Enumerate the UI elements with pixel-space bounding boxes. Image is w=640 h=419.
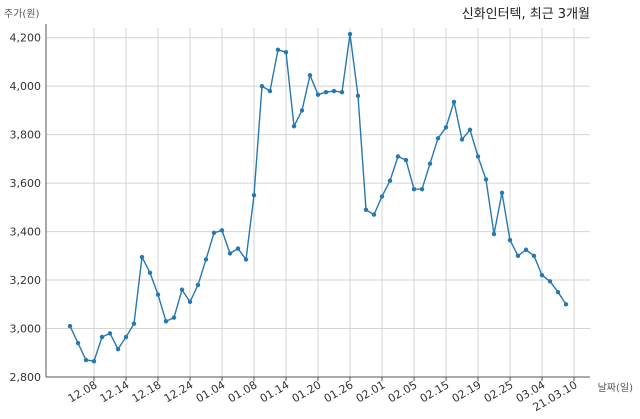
x-tick-label: 12.08 [66,378,100,405]
data-point [275,47,281,53]
data-point [499,190,505,196]
price-series [67,31,569,364]
x-tick-label: 12.18 [130,378,164,405]
data-point [379,194,385,199]
y-tick-label: 3,600 [10,177,42,190]
data-point [483,177,489,182]
data-point [251,193,257,198]
data-point [131,321,137,326]
data-point [339,90,345,95]
data-point [451,99,457,105]
x-tick-label: 02.15 [418,378,452,405]
y-tick-labels: 2,800 3,000 3,200 3,400 3,600 3,800 4,000 4,200 [10,32,42,384]
data-point [307,73,313,78]
y-tick-label: 3,200 [10,274,42,287]
data-point [179,287,185,292]
data-point [331,88,337,94]
data-point [107,331,113,336]
data-point [267,88,273,94]
data-point [187,299,193,305]
data-point [243,257,249,262]
x-tick-label: 01.20 [290,378,324,405]
data-point [363,207,369,212]
data-point [315,92,321,97]
data-point [523,247,529,252]
data-point [371,212,377,217]
data-point [475,154,481,159]
data-point [99,334,105,340]
y-tick-label: 4,200 [10,32,42,45]
data-point [67,323,73,329]
data-point [323,90,329,95]
y-tick-label: 3,000 [10,323,42,336]
data-point [443,125,449,130]
x-tick-label: 12.14 [98,378,132,405]
data-point [259,83,265,89]
data-point [395,154,401,159]
data-point [427,161,433,166]
data-point [299,108,305,113]
data-point [459,137,465,142]
data-point [411,186,417,192]
y-tick-label: 3,800 [10,129,42,142]
data-point [531,253,537,259]
y-tick-label: 3,400 [10,226,42,239]
data-point [147,270,153,275]
data-point [539,273,545,278]
data-point [155,292,161,297]
data-point [403,157,409,163]
data-point [171,315,177,320]
y-tick-label: 2,800 [10,371,42,384]
x-axis-label: 날짜(일) [598,382,634,394]
grid-lines [46,28,590,378]
data-point [491,231,497,237]
data-point [283,50,289,55]
data-point [139,254,145,260]
x-tick-label: 01.26 [322,378,356,405]
y-tick-label: 4,000 [10,80,42,93]
data-point [507,237,513,243]
x-tick-label: 01.14 [258,378,292,405]
x-tick-label: 12.24 [162,378,196,405]
x-tick-label: 02.25 [482,378,516,405]
data-point [211,230,217,235]
data-point [91,359,97,364]
data-point [387,178,393,183]
data-point [83,357,89,363]
x-tick-labels: 12.0812.1412.1812.2401.0401.0801.1401.20… [66,378,580,414]
axes [45,24,590,381]
data-point [203,257,209,262]
x-tick-label: 02.01 [354,378,388,405]
data-point [123,334,129,340]
data-point [347,31,353,37]
data-point [75,340,81,346]
chart-title: 신화인터텍, 최근 3개월 [462,7,590,22]
x-tick-label: 02.05 [386,378,420,405]
data-point [419,186,425,192]
data-point [291,123,297,129]
x-tick-label: 02.19 [450,378,484,405]
data-point [515,253,521,259]
data-point [563,302,569,307]
data-point [435,136,441,141]
data-point [555,289,561,295]
data-point [235,246,241,251]
data-point [163,319,169,324]
data-point [115,346,121,352]
data-point [547,279,553,284]
x-tick-label: 01.08 [226,378,260,405]
data-point [195,282,201,288]
data-point [355,93,361,99]
data-point [219,228,225,233]
x-tick-label: 01.04 [194,378,228,405]
data-point [467,127,473,132]
y-axis-label: 주가(원) [4,8,40,20]
data-point [227,251,233,256]
